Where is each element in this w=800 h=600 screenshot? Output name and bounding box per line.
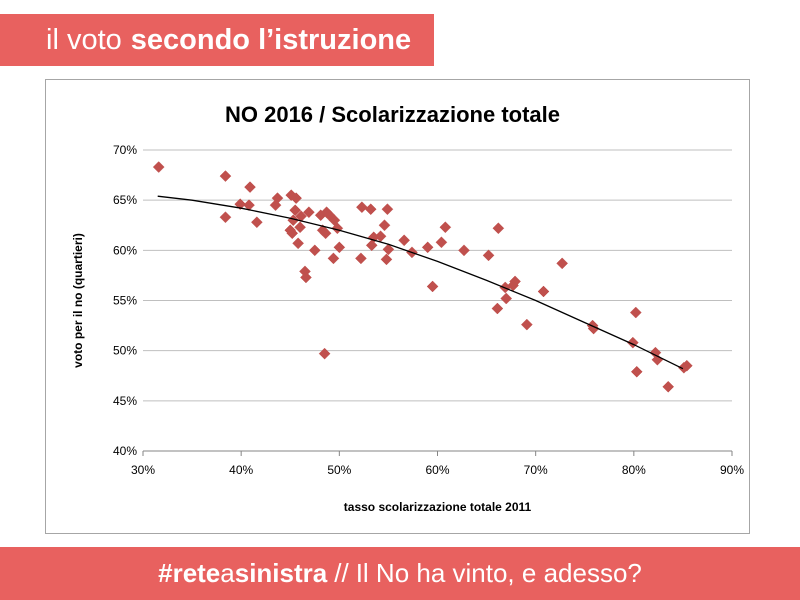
data-point (556, 257, 569, 270)
data-point (500, 292, 513, 305)
footer-slashes: // (334, 558, 349, 588)
y-tick-label: 55% (113, 294, 137, 308)
footer-hashtag-sinistra: sinistra (234, 558, 328, 588)
data-point (244, 181, 256, 193)
data-point (662, 380, 675, 393)
data-point (509, 275, 521, 288)
x-tick-label: 70% (524, 463, 548, 477)
y-tick-label: 45% (113, 394, 137, 408)
data-point (243, 199, 255, 212)
y-tick-label: 60% (113, 243, 137, 257)
footer-banner: #rete a sinistra // Il No ha vinto, e ades… (0, 547, 800, 600)
data-point (290, 192, 302, 205)
y-axis-title: voto per il no (quartieri) (71, 233, 85, 368)
y-tick-label: 50% (113, 344, 137, 358)
data-point (319, 227, 332, 240)
data-point (271, 192, 284, 205)
y-tick-label: 65% (113, 193, 137, 207)
data-point (680, 359, 693, 372)
x-tick-label: 90% (720, 463, 744, 477)
data-point (251, 216, 263, 229)
data-point (435, 236, 448, 249)
header-title-light: il voto (46, 23, 122, 56)
data-point (219, 211, 232, 224)
trendline (157, 195, 684, 370)
data-point (629, 306, 642, 319)
data-point (381, 203, 394, 216)
header-title-bold: secondo l’istruzione (130, 23, 412, 56)
footer-subtitle: Il No ha vinto, e adesso? (355, 558, 642, 588)
data-point (295, 210, 307, 223)
scatter-chart: NO 2016 / Scolarizzazione totale 40% 45% 50… (71, 102, 744, 514)
data-point (520, 318, 533, 331)
x-tick-label: 60% (425, 463, 449, 477)
data-point (426, 280, 439, 293)
data-point (219, 170, 232, 182)
data-point (365, 239, 378, 252)
data-point (294, 221, 306, 234)
data-point (439, 221, 452, 234)
data-point (382, 243, 395, 256)
data-point (492, 222, 505, 235)
x-tick-label: 40% (229, 463, 253, 477)
data-point (300, 271, 312, 284)
data-point (378, 219, 391, 232)
y-tick-label: 70% (113, 143, 137, 157)
data-point (630, 365, 643, 378)
data-point (364, 203, 377, 216)
data-point (303, 206, 315, 219)
data-point (356, 201, 368, 214)
data-point (308, 244, 321, 257)
data-point (491, 302, 504, 315)
x-tick-label: 80% (622, 463, 646, 477)
data-point (152, 161, 165, 173)
header-banner: il voto secondo l’istruzione (0, 14, 434, 66)
data-point (380, 253, 393, 266)
x-tick-label: 30% (131, 463, 155, 477)
footer-hashtag-a: a (220, 558, 235, 588)
data-point (355, 252, 367, 265)
data-point (421, 241, 434, 254)
footer-hashtag-rete: #rete (158, 558, 221, 588)
data-point (289, 204, 302, 217)
data-point (318, 347, 331, 360)
data-point (482, 249, 495, 262)
data-point (333, 241, 346, 254)
data-point (537, 285, 550, 298)
data-point (374, 230, 387, 243)
data-point (327, 252, 340, 265)
data-point (292, 237, 304, 250)
x-tick-label: 50% (327, 463, 351, 477)
chart-title: NO 2016 / Scolarizzazione totale (225, 102, 560, 127)
chart-frame: NO 2016 / Scolarizzazione totale 40% 45% 50… (45, 79, 750, 534)
data-point (398, 234, 410, 247)
x-axis-title: tasso scolarizzazione totale 2011 (344, 500, 532, 514)
data-point (458, 244, 470, 257)
y-tick-label: 40% (113, 444, 137, 458)
data-point (286, 227, 299, 240)
